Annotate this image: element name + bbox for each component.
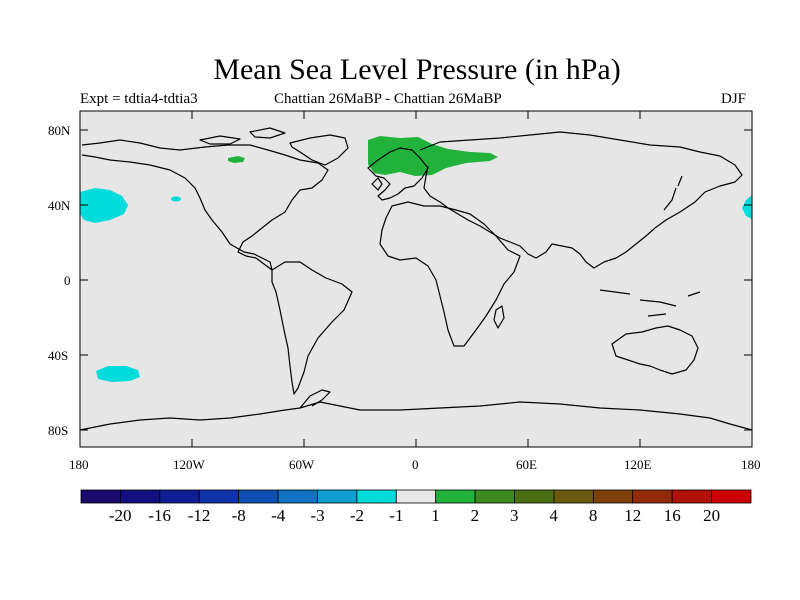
- colorbar-label: 3: [510, 506, 519, 525]
- coast-australia: [611, 325, 699, 375]
- lon-label-180e: 180: [741, 457, 761, 472]
- coast-antarctica: [79, 401, 753, 431]
- colorbar-swatch: [592, 489, 634, 504]
- lon-label-120e: 120E: [624, 457, 652, 472]
- coast-madagascar: [493, 305, 505, 329]
- coast-uk: [371, 177, 383, 191]
- coastlines: [79, 127, 753, 431]
- south-pacific-low: [96, 366, 140, 382]
- colorbar-swatch: [671, 489, 712, 504]
- north-pacific-low-east: [742, 195, 752, 219]
- north-eurasia-high: [368, 136, 498, 176]
- colorbar-label: 4: [549, 506, 558, 525]
- lat-label-40s: 40S: [48, 348, 69, 363]
- colorbar-swatch: [317, 489, 358, 504]
- colorbar-swatch: [435, 489, 476, 504]
- coast-japan: [663, 175, 683, 211]
- colorbar-label: -20: [108, 506, 132, 525]
- season-label: DJF: [721, 91, 747, 107]
- lon-label-0: 0: [412, 457, 419, 472]
- colorbar-label: 2: [470, 506, 480, 525]
- coast-africa: [379, 201, 521, 347]
- map-title: Mean Sea Level Pressure (in hPa): [213, 53, 621, 86]
- colorbar-label: -2: [349, 506, 365, 525]
- colorbar-swatch: [120, 489, 161, 504]
- coast-north-america: [81, 139, 329, 271]
- colorbar-label: -3: [310, 506, 325, 525]
- coast-arctic-islands: [199, 127, 286, 145]
- lon-label-60e: 60E: [516, 457, 537, 472]
- colorbar-label: 12: [624, 506, 642, 525]
- coast-antarctic-peninsula: [299, 389, 331, 409]
- lat-label-80n: 80N: [48, 123, 71, 138]
- colorbar-swatch: [238, 489, 279, 504]
- arctic-canada-high: [228, 156, 245, 163]
- coast-greenland: [289, 134, 349, 166]
- colorbar-label: 1: [431, 506, 440, 525]
- colorbar-label: 20: [703, 506, 721, 525]
- colorbar-swatch: [395, 489, 437, 504]
- colorbar-swatch: [514, 489, 555, 504]
- colorbar-swatch: [356, 489, 397, 504]
- lon-label-120w: 120W: [173, 457, 205, 472]
- coast-asia: [419, 131, 743, 269]
- colorbar-label: -12: [187, 506, 211, 525]
- colorbar-label: 16: [663, 506, 681, 525]
- colorbar-label: -16: [148, 506, 171, 525]
- colorbar-swatch: [80, 489, 121, 504]
- colorbar-swatch: [198, 489, 240, 504]
- colorbar-label: -4: [271, 506, 286, 525]
- colorbar-swatch: [474, 489, 515, 504]
- colorbar-label: -8: [231, 506, 246, 525]
- central-pacific-low: [171, 196, 181, 202]
- colorbar: [80, 489, 752, 504]
- colorbar-swatch: [277, 489, 318, 504]
- anomaly-layer: [80, 136, 752, 382]
- north-pacific-low-west: [80, 188, 128, 223]
- lat-label-0: 0: [64, 273, 71, 288]
- lat-label-80s: 80S: [48, 423, 69, 438]
- lon-label-180w: 180: [69, 457, 89, 472]
- colorbar-swatch: [711, 489, 752, 504]
- colorbar-swatch: [553, 489, 594, 504]
- colorbar-label: -1: [389, 506, 404, 525]
- experiment-label: Expt = tdtia4-tdtia3: [80, 91, 198, 107]
- lon-label-60w: 60W: [289, 457, 315, 472]
- coast-south-america: [271, 261, 353, 395]
- axis-ticks: [80, 111, 752, 447]
- coast-europe: [367, 147, 429, 201]
- colorbar-swatch: [159, 489, 200, 504]
- colorbar-swatch: [632, 489, 673, 504]
- colorbar-label: 8: [588, 506, 598, 525]
- lat-label-40n: 40N: [48, 198, 71, 213]
- coast-indonesia: [599, 289, 701, 317]
- period-label: Chattian 26MaBP - Chattian 26MaBP: [274, 91, 502, 107]
